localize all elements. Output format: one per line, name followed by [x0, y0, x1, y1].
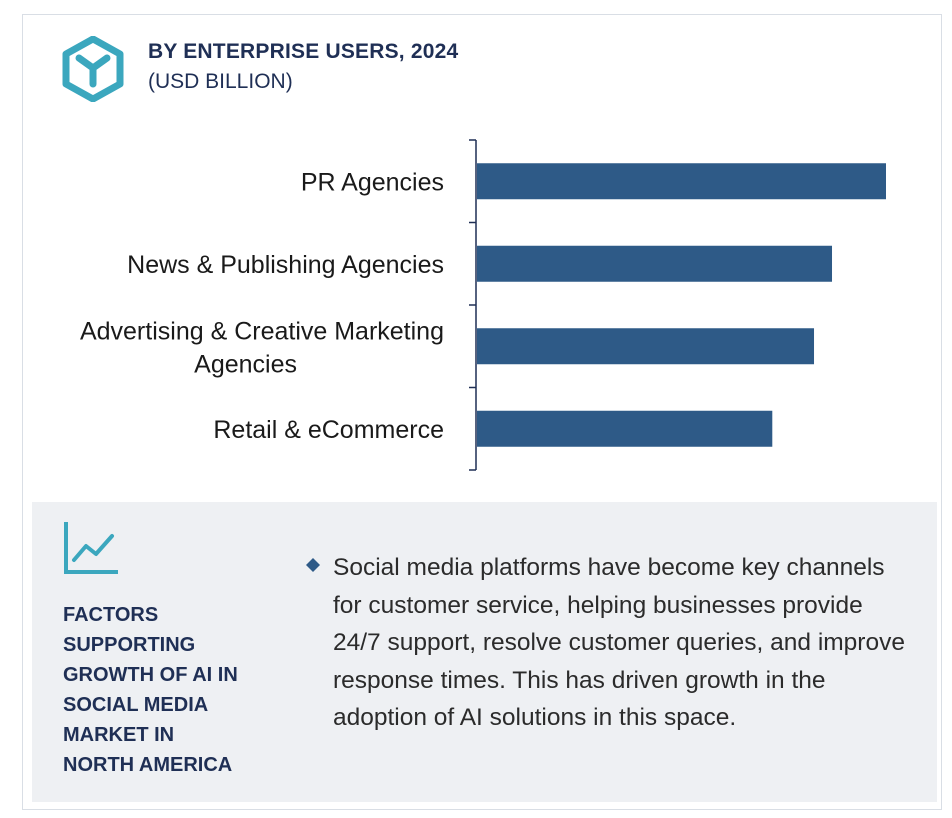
factor-description: Social media platforms have become key c… [333, 554, 905, 732]
chart-title: BY ENTERPRISE USERS, 2024 [148, 40, 459, 63]
factors-title-line: GROWTH OF AI IN [63, 664, 238, 686]
bar [477, 163, 886, 200]
factors-title: FACTORS SUPPORTING GROWTH OF AI IN SOCIA… [63, 600, 273, 780]
category-label: Retail & eCommerce [213, 416, 444, 444]
bar [477, 328, 815, 365]
bar [477, 410, 773, 447]
factors-title-line: NORTH AMERICA [63, 754, 233, 776]
factors-title-line: FACTORS [63, 604, 159, 626]
factors-title-line: SUPPORTING [63, 634, 196, 656]
trend-line-icon [64, 522, 118, 574]
diamond-bullet-icon [306, 558, 320, 572]
factors-panel [32, 502, 937, 802]
factors-title-line: SOCIAL MEDIA [63, 694, 209, 716]
category-label: Advertising & Creative Marketing Agencies [80, 317, 444, 378]
bar-chart: PR Agencies News & Publishing Agencies Adv… [80, 139, 886, 471]
hexagon-logo-icon [62, 36, 124, 102]
factors-title-line: MARKET IN [63, 724, 175, 746]
category-label: PR Agencies [301, 168, 444, 196]
category-label: News & Publishing Agencies [127, 251, 444, 279]
chart-subtitle: (USD BILLION) [148, 70, 293, 93]
bar [477, 245, 833, 282]
